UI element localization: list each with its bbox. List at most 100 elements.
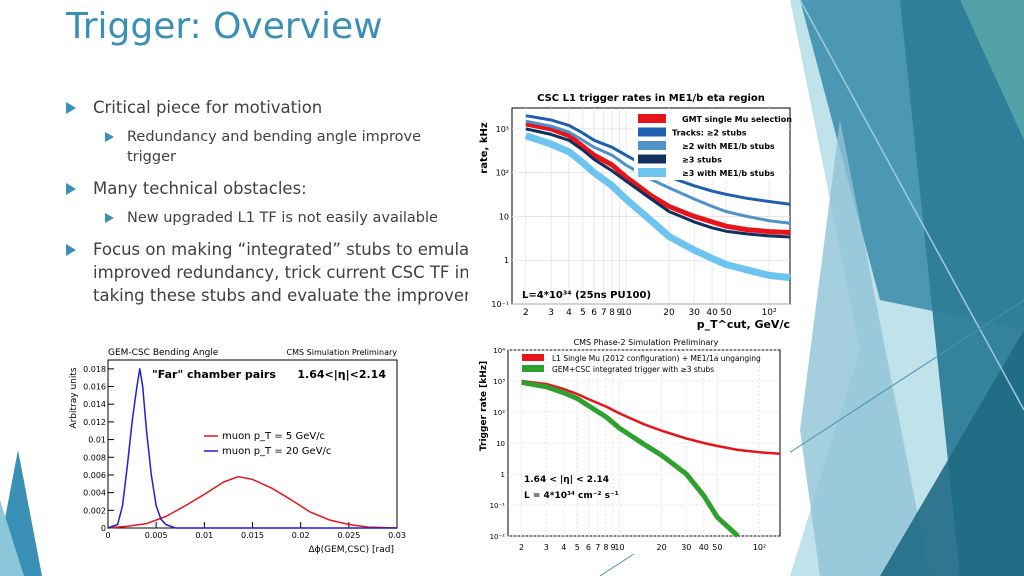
legend-label: ≥2 with ME1/b stubs — [682, 142, 775, 151]
y-tick-label: 10 — [496, 440, 505, 448]
plot-title: CSC L1 trigger rates in ME1/b eta region — [537, 93, 765, 104]
x-tick-label: 7 — [595, 543, 600, 552]
y-axis-label: Arbitray units — [69, 367, 79, 428]
x-tick-label: 3 — [544, 543, 549, 552]
y-tick-label: 1 — [504, 256, 509, 265]
x-tick-label: 2 — [519, 543, 524, 552]
series-line — [107, 475, 398, 529]
y-tick-label: 10² — [496, 169, 509, 178]
legend-label: ≥3 stubs — [682, 156, 722, 165]
annotation: "Far" chamber pairs — [152, 368, 276, 381]
sub-bullet-1-1: Redundancy and bending angle improve tri… — [66, 127, 468, 167]
x-axis-label: Δϕ(GEM,CSC) [rad] — [309, 545, 395, 555]
x-tick-label: 0.02 — [292, 531, 310, 540]
x-tick-label: 5 — [580, 308, 586, 318]
bullet-2: Many technical obstacles: — [66, 177, 468, 200]
plot-title: CMS Phase-2 Simulation Preliminary — [574, 338, 719, 347]
legend-swatch — [522, 354, 544, 361]
plot-phase2-trigger-rate: CMS Phase-2 Simulation Preliminary 2 3 4 5 6 7… — [476, 336, 790, 554]
y-tick-label: 0 — [101, 524, 106, 533]
x-tick-label: 9 — [617, 308, 623, 318]
legend-label: muon p_T = 5 GeV/c — [222, 431, 325, 442]
plot-csc-l1-trigger-rates: CSC L1 trigger rates in ME1/b eta region… — [476, 88, 798, 334]
x-tick-label: 50 — [712, 543, 722, 552]
x-tick-label: 8 — [603, 543, 608, 552]
x-tick-label: 50 — [720, 308, 732, 318]
x-tick-label: 9 — [611, 543, 616, 552]
y-tick-label: 1 — [501, 471, 505, 479]
x-tick-label: 10 — [620, 308, 632, 318]
y-tick-label: 10⁻² — [490, 533, 506, 541]
sub-bullet-arrow-icon — [105, 132, 114, 142]
y-tick-label: 0.014 — [83, 400, 106, 409]
x-tick-label: 20 — [663, 308, 675, 318]
bullet-list: Critical piece for motivation Redundancy… — [66, 96, 468, 315]
series-line — [521, 379, 740, 538]
legend-label: GMT single Mu selection — [682, 115, 792, 124]
x-tick-label: 7 — [601, 308, 607, 318]
legend-swatch — [638, 127, 666, 137]
x-tick-label: 20 — [657, 543, 667, 552]
x-tick-label: 10² — [753, 543, 766, 552]
legend-label: ≥3 with ME1/b stubs — [682, 169, 775, 178]
x-tick-label: 6 — [586, 543, 591, 552]
series-line — [525, 127, 791, 239]
x-tick-label: 0 — [105, 531, 110, 540]
y-tick-label: 10⁴ — [493, 347, 505, 355]
bullet-3: Focus on making “integrated” stubs to em… — [66, 238, 468, 307]
bullet-1-text: Critical piece for motivation — [93, 98, 323, 117]
x-tick-label: 0.015 — [241, 531, 264, 540]
x-tick-label: 30 — [689, 308, 701, 318]
legend-swatch — [638, 154, 666, 164]
annotation: L=4*10³⁴ (25ns PU100) — [522, 290, 651, 301]
y-tick-label: 0.01 — [88, 436, 106, 445]
x-tick-label: 0.03 — [388, 531, 406, 540]
y-tick-label: 10³ — [493, 378, 505, 386]
x-tick-label: 0.005 — [145, 531, 168, 540]
x-tick-label: 2 — [523, 308, 529, 318]
sub-bullet-2-1-text: New upgraded L1 TF is not easily availab… — [127, 210, 438, 226]
sub-bullet-arrow-icon — [105, 213, 114, 223]
bullet-arrow-icon — [66, 183, 76, 195]
x-tick-label: 5 — [575, 543, 580, 552]
sub-bullet-2-1: New upgraded L1 TF is not easily availab… — [66, 208, 468, 228]
y-tick-label: 10² — [493, 409, 505, 417]
x-tick-label: 0.025 — [337, 531, 360, 540]
y-axis-label: Trigger rate [kHz] — [479, 361, 489, 451]
legend-label: muon p_T = 20 GeV/c — [222, 446, 331, 457]
bullet-arrow-icon — [66, 102, 76, 114]
sub-bullet-1-1-text: Redundancy and bending angle improve tri… — [127, 129, 422, 165]
x-tick-label: 10 — [614, 543, 624, 552]
bullet-1: Critical piece for motivation — [66, 96, 468, 119]
y-tick-label: 0.008 — [83, 453, 106, 462]
y-axis-label: rate, kHz — [479, 122, 490, 174]
series-line — [525, 121, 791, 235]
legend-label: L1 Single Mu (2012 configuration) + ME1/… — [552, 354, 761, 363]
y-tick-label: 10³ — [496, 125, 509, 134]
x-tick-label: 0.01 — [195, 531, 213, 540]
y-tick-label: 0.006 — [83, 471, 106, 480]
x-tick-label: 4 — [561, 543, 566, 552]
legend-swatch — [638, 141, 666, 150]
legend-swatch — [638, 168, 666, 177]
x-tick-label: 8 — [609, 308, 615, 318]
x-tick-label: 40 — [706, 308, 718, 318]
y-tick-label: 10⁻¹ — [491, 300, 509, 309]
annotation: L = 4*10³⁴ cm⁻² s⁻¹ — [524, 491, 619, 501]
legend-label: GEM+CSC integrated trigger with ≥3 stubs — [552, 365, 714, 374]
legend-swatch — [638, 114, 666, 123]
y-tick-label: 10 — [499, 212, 509, 221]
y-tick-label: 10⁻¹ — [490, 502, 506, 510]
y-tick-label: 0.016 — [83, 383, 106, 392]
annotation: 1.64 < |η| < 2.14 — [524, 475, 609, 485]
series-line — [107, 368, 397, 529]
plot-frame — [107, 359, 398, 529]
x-tick-label: 10² — [762, 308, 777, 318]
x-tick-label: 40 — [699, 543, 709, 552]
plot-title: GEM-CSC Bending Angle — [108, 348, 219, 358]
y-tick-label: 0.012 — [83, 418, 106, 427]
legend-label: Tracks: ≥2 stubs — [672, 129, 747, 138]
x-tick-label: 3 — [548, 308, 554, 318]
y-tick-label: 0.018 — [83, 365, 106, 374]
